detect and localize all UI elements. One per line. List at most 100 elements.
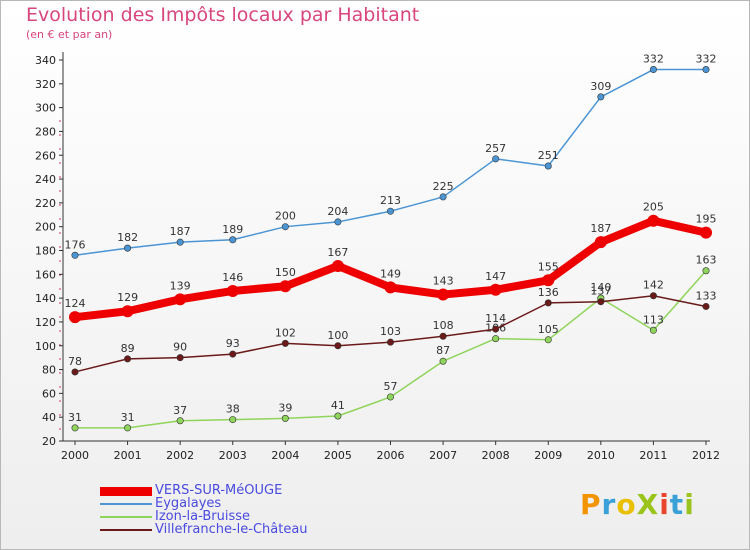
data-label: 140 xyxy=(590,281,611,294)
data-point xyxy=(439,332,447,340)
y-tick-label: 140 xyxy=(35,292,56,305)
data-label: 187 xyxy=(170,225,191,238)
y-tick-label: 320 xyxy=(35,78,56,91)
legend-label: Izon-la-Bruisse xyxy=(155,509,251,524)
logo-letter: o xyxy=(616,488,637,521)
data-point xyxy=(702,302,710,310)
data-label: 39 xyxy=(278,401,292,414)
y-tick-label: 340 xyxy=(35,54,56,67)
data-label: 129 xyxy=(117,291,138,304)
y-tick-label: 180 xyxy=(35,245,56,258)
data-label: 137 xyxy=(590,285,611,298)
y-tick-label: 40 xyxy=(42,411,56,424)
data-point xyxy=(544,299,552,307)
y-tick-label: 160 xyxy=(35,268,56,281)
data-point xyxy=(174,293,187,306)
y-tick-label: 60 xyxy=(42,387,56,400)
x-tick-label: 2009 xyxy=(534,449,562,462)
data-point xyxy=(489,283,502,296)
data-point xyxy=(647,214,660,227)
data-label: 87 xyxy=(436,344,450,357)
x-tick-label: 2004 xyxy=(271,449,299,462)
y-tick-label: 240 xyxy=(35,173,56,186)
proxiti-logo: ProXiti xyxy=(580,488,695,521)
data-label: 133 xyxy=(696,289,717,302)
data-point xyxy=(386,393,394,401)
data-label: 124 xyxy=(65,297,86,310)
legend-label: Villefranche-le-Château xyxy=(155,522,308,537)
data-label: 139 xyxy=(170,279,191,292)
x-tick-label: 2003 xyxy=(219,449,247,462)
series-line xyxy=(74,269,707,429)
legend-swatch xyxy=(100,529,152,531)
data-label: 146 xyxy=(222,271,243,284)
x-tick-label: 2005 xyxy=(324,449,352,462)
data-point xyxy=(281,223,289,231)
data-point xyxy=(597,298,605,306)
data-point xyxy=(121,305,134,318)
data-point xyxy=(492,155,500,163)
data-label: 57 xyxy=(384,380,398,393)
data-label: 105 xyxy=(538,323,559,336)
data-point xyxy=(700,226,712,239)
data-label: 150 xyxy=(275,266,296,279)
data-point xyxy=(226,284,239,297)
data-label: 155 xyxy=(538,260,559,273)
data-label: 89 xyxy=(121,342,135,355)
data-label: 31 xyxy=(68,411,82,424)
data-label: 205 xyxy=(643,201,664,214)
data-label: 90 xyxy=(173,341,187,354)
data-point xyxy=(69,311,81,324)
data-point xyxy=(649,326,657,334)
data-point xyxy=(279,280,292,293)
data-label: 113 xyxy=(643,313,664,326)
data-label: 163 xyxy=(696,254,717,267)
data-point xyxy=(544,162,552,170)
legend-swatch xyxy=(100,487,152,496)
data-point xyxy=(229,350,237,358)
y-tick-label: 120 xyxy=(35,316,56,329)
data-point xyxy=(281,414,289,422)
data-point xyxy=(334,342,342,350)
data-label: 213 xyxy=(380,194,401,207)
data-point xyxy=(439,357,447,365)
data-label: 332 xyxy=(696,53,717,66)
data-label: 204 xyxy=(327,205,348,218)
data-point xyxy=(124,244,132,252)
data-label: 41 xyxy=(331,399,345,412)
data-label: 136 xyxy=(538,286,559,299)
data-point xyxy=(281,339,289,347)
x-tick-label: 2002 xyxy=(166,449,194,462)
x-tick-label: 2006 xyxy=(377,449,405,462)
data-label: 149 xyxy=(380,267,401,280)
data-point xyxy=(176,238,184,246)
data-label: 38 xyxy=(226,403,240,416)
logo-letter: t xyxy=(669,488,685,521)
data-point xyxy=(176,354,184,362)
data-point xyxy=(386,338,394,346)
data-point xyxy=(71,424,79,432)
data-label: 182 xyxy=(117,231,138,244)
data-point xyxy=(702,267,710,275)
y-tick-label: 20 xyxy=(42,435,56,448)
data-point xyxy=(542,274,555,287)
y-tick-label: 100 xyxy=(35,340,56,353)
data-label: 103 xyxy=(380,325,401,338)
data-point xyxy=(492,325,500,333)
x-tick-label: 2007 xyxy=(429,449,457,462)
data-label: 93 xyxy=(226,337,240,350)
chart-subtitle: (en € et par an) xyxy=(26,28,113,41)
data-point xyxy=(492,335,500,343)
logo-letter: P xyxy=(580,488,602,521)
y-tick-label: 280 xyxy=(35,125,56,138)
y-tick-label: 220 xyxy=(35,197,56,210)
data-point xyxy=(334,218,342,226)
data-label: 309 xyxy=(590,80,611,93)
data-label: 102 xyxy=(275,326,296,339)
data-point xyxy=(229,416,237,424)
data-label: 251 xyxy=(538,149,559,162)
data-point xyxy=(597,93,605,101)
data-label: 114 xyxy=(485,312,506,325)
data-label: 195 xyxy=(696,213,717,226)
